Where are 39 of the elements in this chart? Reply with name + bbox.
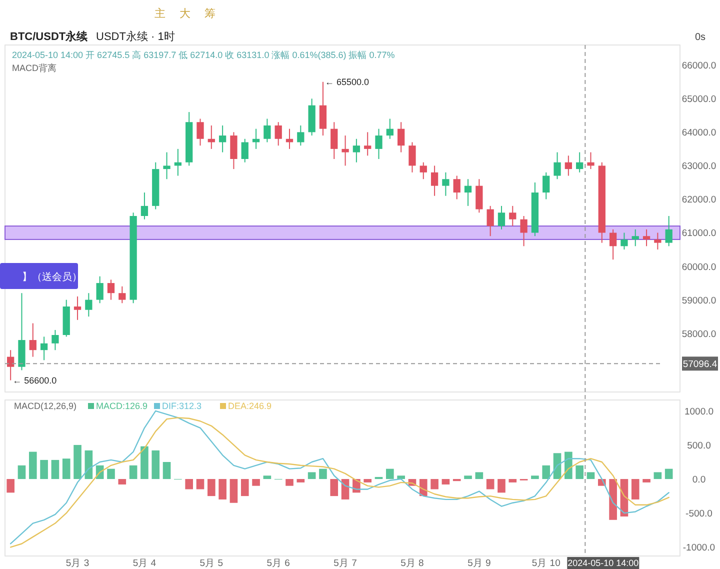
y-tick-label: 1000.0 [684, 406, 714, 418]
x-tick-label: 5月 10 [532, 558, 560, 569]
legend-title: MACD(12,26,9) [14, 401, 77, 411]
y-tick-label: 65000.0 [682, 94, 716, 106]
chart-title: BTC/USDT永续 [10, 30, 89, 43]
y-tick-label: 61000.0 [682, 228, 716, 240]
annotation: ← 56600.0 [12, 375, 57, 386]
annotation: MACD背离 [12, 63, 56, 73]
y-tick-label: 58000.0 [682, 328, 716, 340]
x-tick-label: 5月 4 [132, 558, 156, 569]
legend-label: MACD:126.9 [96, 401, 148, 411]
annotation: 】（送会员） [22, 271, 82, 283]
x-tick-label: 5月 7 [334, 558, 357, 569]
y-tick-label: -500.0 [686, 508, 712, 520]
x-tick-label: 5月 9 [468, 558, 491, 569]
y-tick-label: 63000.0 [682, 161, 716, 172]
y-tick-label: -1000.0 [682, 542, 716, 554]
text: 0s [695, 32, 706, 43]
y-tick-label: 60000.0 [682, 262, 716, 273]
x-tick-label: 5月 3 [66, 558, 90, 569]
ref-line-label: 2024-05-10 14:00 [568, 558, 639, 568]
legend-label: DIF:312.3 [162, 401, 202, 411]
x-tick-label: 5月 8 [400, 558, 424, 569]
legend-label: DEA:246.9 [228, 401, 272, 411]
annotation: ← 65500.0 [324, 76, 370, 87]
x-tick-label: 5月 5 [200, 558, 224, 569]
chart-subtitle: USDT永续 · 1时 [96, 30, 175, 43]
text: 主 [154, 7, 166, 20]
x-tick-label: 5月 6 [266, 558, 290, 569]
annotation: 2024-05-10 14:00 开 62745.5 高 63197.7 低 62714.0 收 63131.0 涨幅 0.61%(385.6) 振幅 0.77% [12, 50, 395, 60]
y-tick-label: 59000.0 [682, 295, 716, 306]
text: 筹 [204, 8, 216, 20]
text: 大 [180, 7, 190, 20]
y-tick-label: 62000.0 [682, 194, 716, 206]
ref-line-label: 57096.4 [682, 359, 718, 370]
y-tick-label: 0.0 [692, 474, 706, 486]
y-tick-label: 500.0 [687, 440, 711, 452]
y-tick-label: 64000.0 [682, 128, 716, 139]
y-tick-label: 66000.0 [682, 60, 716, 72]
